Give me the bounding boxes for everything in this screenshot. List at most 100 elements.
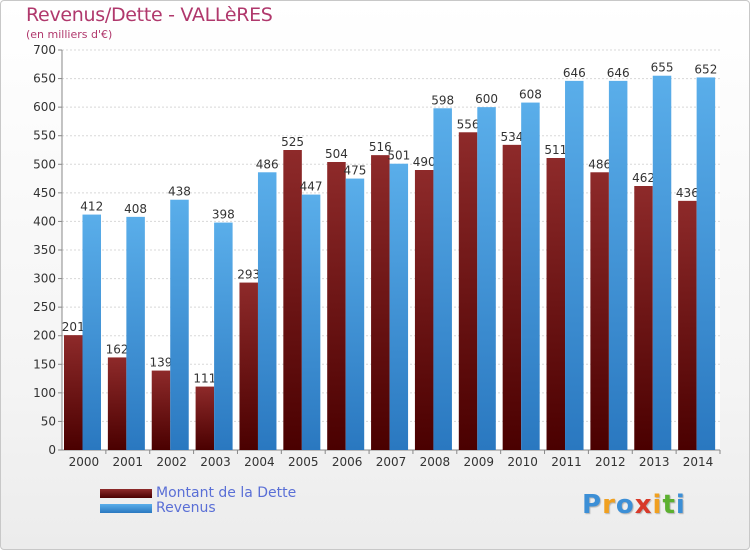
bar-dette (64, 335, 83, 450)
y-tick-label: 550 (33, 129, 56, 143)
y-tick-label: 700 (33, 43, 56, 57)
logo-letter: i (652, 490, 663, 520)
y-tick-label: 150 (33, 357, 56, 371)
x-tick-label: 2013 (639, 455, 670, 469)
data-label-dette: 201 (62, 320, 85, 334)
x-tick-label: 2007 (376, 455, 407, 469)
logo-letter: x (634, 490, 653, 520)
x-tick-label: 2003 (200, 455, 231, 469)
bar-revenus (696, 77, 716, 450)
data-label-revenus: 501 (387, 149, 410, 163)
bar-dette (458, 132, 478, 451)
data-label-revenus: 486 (256, 157, 279, 171)
y-tick-label: 0 (48, 443, 56, 457)
bar-revenus (608, 80, 628, 450)
bar-dette (502, 144, 522, 450)
logo-letter: t (662, 490, 676, 520)
bar-dette (107, 357, 127, 450)
data-label-revenus: 438 (168, 185, 191, 199)
y-tick-label: 50 (41, 414, 56, 428)
bar-dette (546, 158, 566, 450)
bar-dette (283, 150, 302, 450)
bar-revenus (433, 108, 452, 451)
data-label-dette: 516 (369, 140, 392, 154)
data-label-revenus: 398 (212, 208, 235, 222)
data-label-dette: 462 (632, 171, 655, 185)
data-label-dette: 504 (325, 147, 348, 161)
y-tick-label: 400 (33, 214, 56, 228)
bar-revenus (214, 222, 233, 450)
bar-dette (151, 370, 171, 450)
bar-revenus (170, 199, 189, 450)
y-tick-label: 450 (33, 186, 56, 200)
bar-revenus (477, 107, 496, 451)
logo-letter: P (582, 490, 603, 520)
y-tick-label: 600 (33, 100, 56, 114)
data-label-revenus: 608 (519, 88, 542, 102)
x-tick-label: 2004 (244, 455, 275, 469)
data-label-dette: 525 (281, 135, 304, 149)
y-tick-label: 300 (33, 272, 56, 286)
data-label-revenus: 598 (431, 93, 454, 107)
bar-revenus (345, 178, 365, 451)
chart-title: Revenus/Dette - VALLèRES (26, 4, 273, 26)
x-tick-label: 2009 (463, 455, 494, 469)
y-tick-label: 200 (33, 329, 56, 343)
x-tick-label: 2005 (288, 455, 319, 469)
data-label-revenus: 475 (343, 164, 366, 178)
bar-dette (239, 282, 258, 450)
bar-dette (634, 186, 653, 450)
bar-revenus (565, 80, 584, 450)
x-tick-label: 2012 (595, 455, 626, 469)
data-label-revenus: 447 (300, 180, 323, 194)
x-tick-label: 2014 (683, 455, 714, 469)
bar-revenus (82, 214, 101, 450)
y-tick-label: 500 (33, 157, 56, 171)
legend-swatch-revenus (100, 504, 152, 513)
data-label-dette: 111 (193, 372, 216, 386)
logo-letter: i (675, 490, 686, 520)
x-tick-label: 2008 (420, 455, 451, 469)
data-label-dette: 490 (413, 155, 436, 169)
data-label-dette: 436 (676, 186, 699, 200)
data-label-revenus: 646 (563, 66, 586, 80)
bar-revenus (301, 194, 321, 450)
data-label-dette: 511 (544, 143, 567, 157)
data-label-dette: 486 (588, 157, 611, 171)
data-label-dette: 162 (106, 342, 129, 356)
bar-dette (678, 200, 697, 450)
data-label-revenus: 412 (80, 200, 103, 214)
bar-revenus (652, 75, 672, 450)
bar-revenus (126, 216, 145, 450)
chart-subtitle: (en milliers d'€) (26, 28, 113, 41)
data-label-dette: 293 (237, 268, 260, 282)
data-label-dette: 139 (150, 356, 173, 370)
data-label-dette: 556 (457, 117, 480, 131)
data-label-dette: 534 (500, 130, 523, 144)
bar-revenus (521, 102, 540, 451)
data-label-revenus: 652 (694, 62, 717, 76)
legend-swatch-debt (100, 489, 152, 498)
y-tick-label: 650 (33, 72, 56, 86)
bar-dette (414, 170, 434, 450)
logo-letter: r (602, 490, 616, 520)
x-tick-label: 2002 (156, 455, 187, 469)
proxiti-logo: Proxiti (582, 490, 686, 520)
legend-label-revenus: Revenus (156, 500, 216, 516)
bar-dette (371, 155, 390, 450)
data-label-revenus: 600 (475, 92, 498, 106)
legend-label-debt: Montant de la Dette (156, 485, 297, 501)
bar-dette (327, 162, 346, 450)
logo-letter: o (615, 490, 635, 520)
y-tick-label: 250 (33, 300, 56, 314)
bar-dette (590, 172, 609, 451)
data-label-revenus: 646 (607, 66, 630, 80)
x-tick-label: 2001 (113, 455, 144, 469)
x-tick-label: 2010 (507, 455, 538, 469)
y-tick-label: 350 (33, 243, 56, 257)
x-tick-label: 2011 (551, 455, 582, 469)
bar-revenus (257, 172, 277, 451)
bar-revenus (389, 163, 409, 450)
x-tick-label: 2000 (69, 455, 100, 469)
